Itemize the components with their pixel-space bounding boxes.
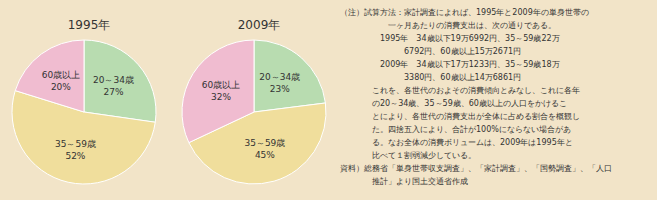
svg-text:20～34歳: 20～34歳	[93, 75, 134, 85]
svg-text:一ヶ月あたりの消費支出は、次の通りである。: 一ヶ月あたりの消費支出は、次の通りである。	[340, 21, 556, 30]
svg-text:2009年 34歳以下17万1233円、35～59歳18万: 2009年 34歳以下17万1233円、35～59歳18万	[340, 60, 560, 69]
svg-text:45%: 45%	[255, 150, 275, 160]
svg-text:32%: 32%	[211, 92, 231, 102]
svg-text:の20～34歳、35～59歳、60歳以上の人口をかけるこ: の20～34歳、35～59歳、60歳以上の人口をかけるこ	[340, 99, 567, 108]
svg-text:とにより、各世代の消費支出が全体に占める割合を概観し: とにより、各世代の消費支出が全体に占める割合を概観し	[340, 112, 580, 121]
svg-text:資料）総務省「単身世帯収支調査」、「家計調査」、「国勢調査」: 資料）総務省「単身世帯収支調査」、「家計調査」、「国勢調査」、「人口	[340, 164, 612, 173]
svg-text:35～59歳: 35～59歳	[244, 138, 285, 148]
svg-text:52%: 52%	[65, 151, 85, 161]
svg-text:23%: 23%	[270, 84, 290, 94]
svg-text:る。なお全体の消費ボリュームは、2009年は1995年と: る。なお全体の消費ボリュームは、2009年は1995年と	[340, 138, 573, 147]
svg-text:35～59歳: 35～59歳	[55, 139, 96, 149]
svg-text:60歳以上: 60歳以上	[42, 70, 80, 80]
svg-text:これを、各世代のおよその消費傾向とみなし、これに各年: これを、各世代のおよその消費傾向とみなし、これに各年	[340, 86, 580, 95]
svg-text:20%: 20%	[51, 82, 71, 92]
svg-text:推計」より国土交通省作成: 推計」より国土交通省作成	[340, 177, 468, 186]
svg-text:1995年: 1995年	[68, 18, 111, 32]
svg-text:（注）試算方法：家計調査によれば、1995年と2009年の単: （注）試算方法：家計調査によれば、1995年と2009年の単身世帯の	[340, 8, 589, 17]
svg-text:1995年 34歳以下19万6992円、35～59歳22万: 1995年 34歳以下19万6992円、35～59歳22万	[340, 34, 560, 43]
svg-text:60歳以上: 60歳以上	[202, 80, 240, 90]
svg-text:比べて１割弱減少している。: 比べて１割弱減少している。	[340, 151, 476, 160]
svg-text:6792円、60歳以上15万2671円: 6792円、60歳以上15万2671円	[340, 47, 521, 56]
svg-text:た。四捨五入により、合計が100%にならない場合があ: た。四捨五入により、合計が100%にならない場合があ	[340, 125, 571, 134]
svg-text:20～34歳: 20～34歳	[259, 72, 300, 82]
svg-text:27%: 27%	[103, 87, 123, 97]
svg-text:3380円、60歳以上14万6861円: 3380円、60歳以上14万6861円	[340, 73, 521, 82]
svg-text:2009年: 2009年	[238, 18, 281, 32]
